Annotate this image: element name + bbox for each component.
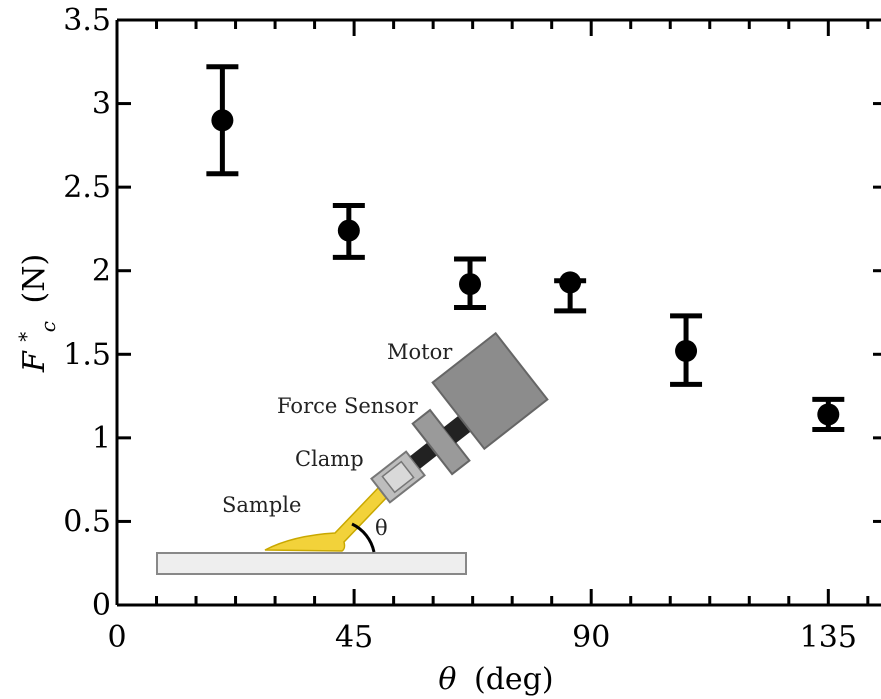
inset-label-sample: Sample [222, 493, 301, 517]
x-tick-label: 0 [107, 620, 126, 655]
angle-arc [351, 522, 376, 553]
data-marker [337, 219, 360, 242]
inset-label-clamp: Clamp [295, 447, 364, 471]
data-point-4 [554, 271, 587, 314]
x-axis-title: θ (deg) [438, 662, 553, 697]
data-markers [206, 64, 845, 432]
x-axis-symbol: θ [438, 662, 456, 697]
y-tick-label: 3.5 [63, 3, 111, 38]
y-tick-label: 2.5 [63, 170, 111, 205]
data-point-3 [454, 256, 487, 310]
substrate-plate [156, 552, 467, 575]
data-point-6 [812, 396, 845, 432]
y-axis-unit: (N) [17, 254, 52, 304]
data-point-1 [206, 64, 239, 177]
y-tick-label: 0.5 [63, 504, 111, 539]
ticks [115, 18, 881, 607]
data-marker [675, 339, 698, 362]
tick-labels: 0 45 90 135 0 0.5 1 1.5 2 2.5 3 3.5 [63, 3, 857, 655]
y-tick-label: 1.5 [63, 337, 111, 372]
y-axis-title: F * c (N) [6, 254, 63, 373]
data-marker [817, 403, 840, 426]
inset-label-motor: Motor [387, 340, 453, 364]
x-tick-label: 135 [800, 620, 857, 655]
x-tick-label: 90 [572, 620, 610, 655]
clamp [370, 450, 426, 504]
x-tick-label: 45 [335, 620, 373, 655]
data-point-2 [332, 203, 365, 260]
y-axis-subscript: c [36, 321, 60, 332]
data-marker [559, 271, 582, 294]
inset-label-angle: θ [375, 516, 388, 540]
inset-label-force-sensor: Force Sensor [277, 394, 419, 418]
experiment-inset: Motor Force Sensor Clamp Sample θ [156, 331, 549, 575]
motor [431, 331, 549, 451]
y-tick-label: 0 [92, 588, 111, 623]
y-tick-label: 1 [92, 421, 111, 456]
data-marker [459, 273, 482, 296]
y-axis-superscript: * [14, 332, 38, 342]
x-axis-unit: (deg) [474, 662, 554, 697]
data-marker [211, 109, 234, 132]
data-point-5 [670, 313, 703, 387]
y-axis-symbol: F [17, 350, 52, 373]
y-tick-label: 3 [92, 87, 111, 122]
axes-frame [115, 18, 881, 607]
y-tick-label: 2 [92, 254, 111, 289]
